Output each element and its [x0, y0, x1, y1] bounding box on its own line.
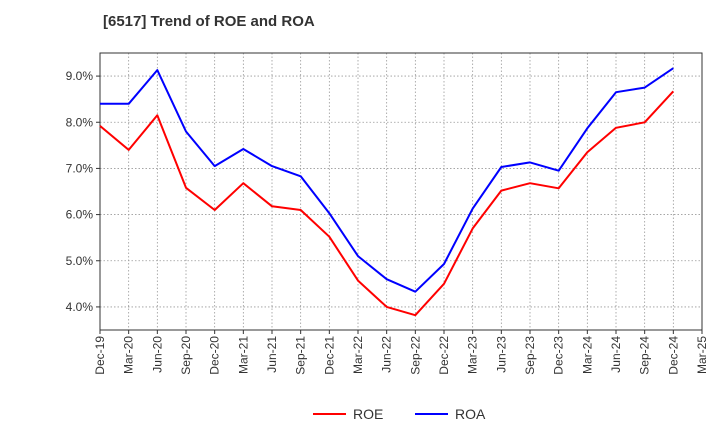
grid-lines [100, 53, 702, 330]
y-tick-label: 6.0% [66, 208, 94, 222]
x-tick-label: Dec-20 [208, 336, 222, 375]
x-tick-label: Mar-23 [466, 336, 480, 374]
x-tick-label: Mar-21 [236, 336, 250, 374]
x-tick-label: Dec-19 [93, 336, 107, 375]
x-tick-label: Jun-20 [150, 336, 164, 373]
legend-label-roa: ROA [455, 406, 486, 422]
y-tick-label: 4.0% [66, 300, 94, 314]
legend-label-roe: ROE [353, 406, 383, 422]
series-lines [99, 67, 675, 317]
x-tick-label: Dec-23 [552, 336, 566, 375]
x-tick-label: Dec-22 [437, 336, 451, 375]
plot-area [99, 52, 703, 331]
x-tick-label: Sep-23 [523, 336, 537, 375]
x-tick-label: Sep-21 [294, 336, 308, 375]
x-tick-label: Sep-24 [638, 336, 652, 375]
y-axis: 4.0% 5.0% 6.0% 7.0% 8.0% 9.0% [66, 69, 100, 314]
legend: ROE ROA [313, 406, 486, 422]
x-axis: Dec-19 Mar-20 Jun-20 Sep-20 Dec-20 Mar-21 Jun-… [93, 330, 709, 375]
x-tick-label: Sep-22 [408, 336, 422, 375]
x-tick-label: Dec-21 [322, 336, 336, 375]
x-tick-label: Jun-21 [265, 336, 279, 373]
x-tick-label: Jun-24 [609, 336, 623, 373]
series-line-roa [100, 67, 674, 293]
x-tick-label: Mar-24 [580, 336, 594, 374]
x-tick-label: Dec-24 [666, 336, 680, 375]
chart-title: [6517] Trend of ROE and ROA [103, 13, 315, 30]
x-tick-label: Jun-23 [494, 336, 508, 373]
y-tick-label: 8.0% [66, 115, 94, 129]
x-tick-label: Mar-25 [695, 336, 709, 374]
y-tick-label: 5.0% [66, 254, 94, 268]
x-tick-label: Mar-20 [122, 336, 136, 374]
y-tick-label: 7.0% [66, 161, 94, 175]
y-tick-label: 9.0% [66, 69, 94, 83]
x-tick-label: Sep-20 [179, 336, 193, 375]
series-line-roe [99, 90, 675, 317]
x-tick-label: Mar-22 [351, 336, 365, 374]
x-tick-label: Jun-22 [380, 336, 394, 373]
